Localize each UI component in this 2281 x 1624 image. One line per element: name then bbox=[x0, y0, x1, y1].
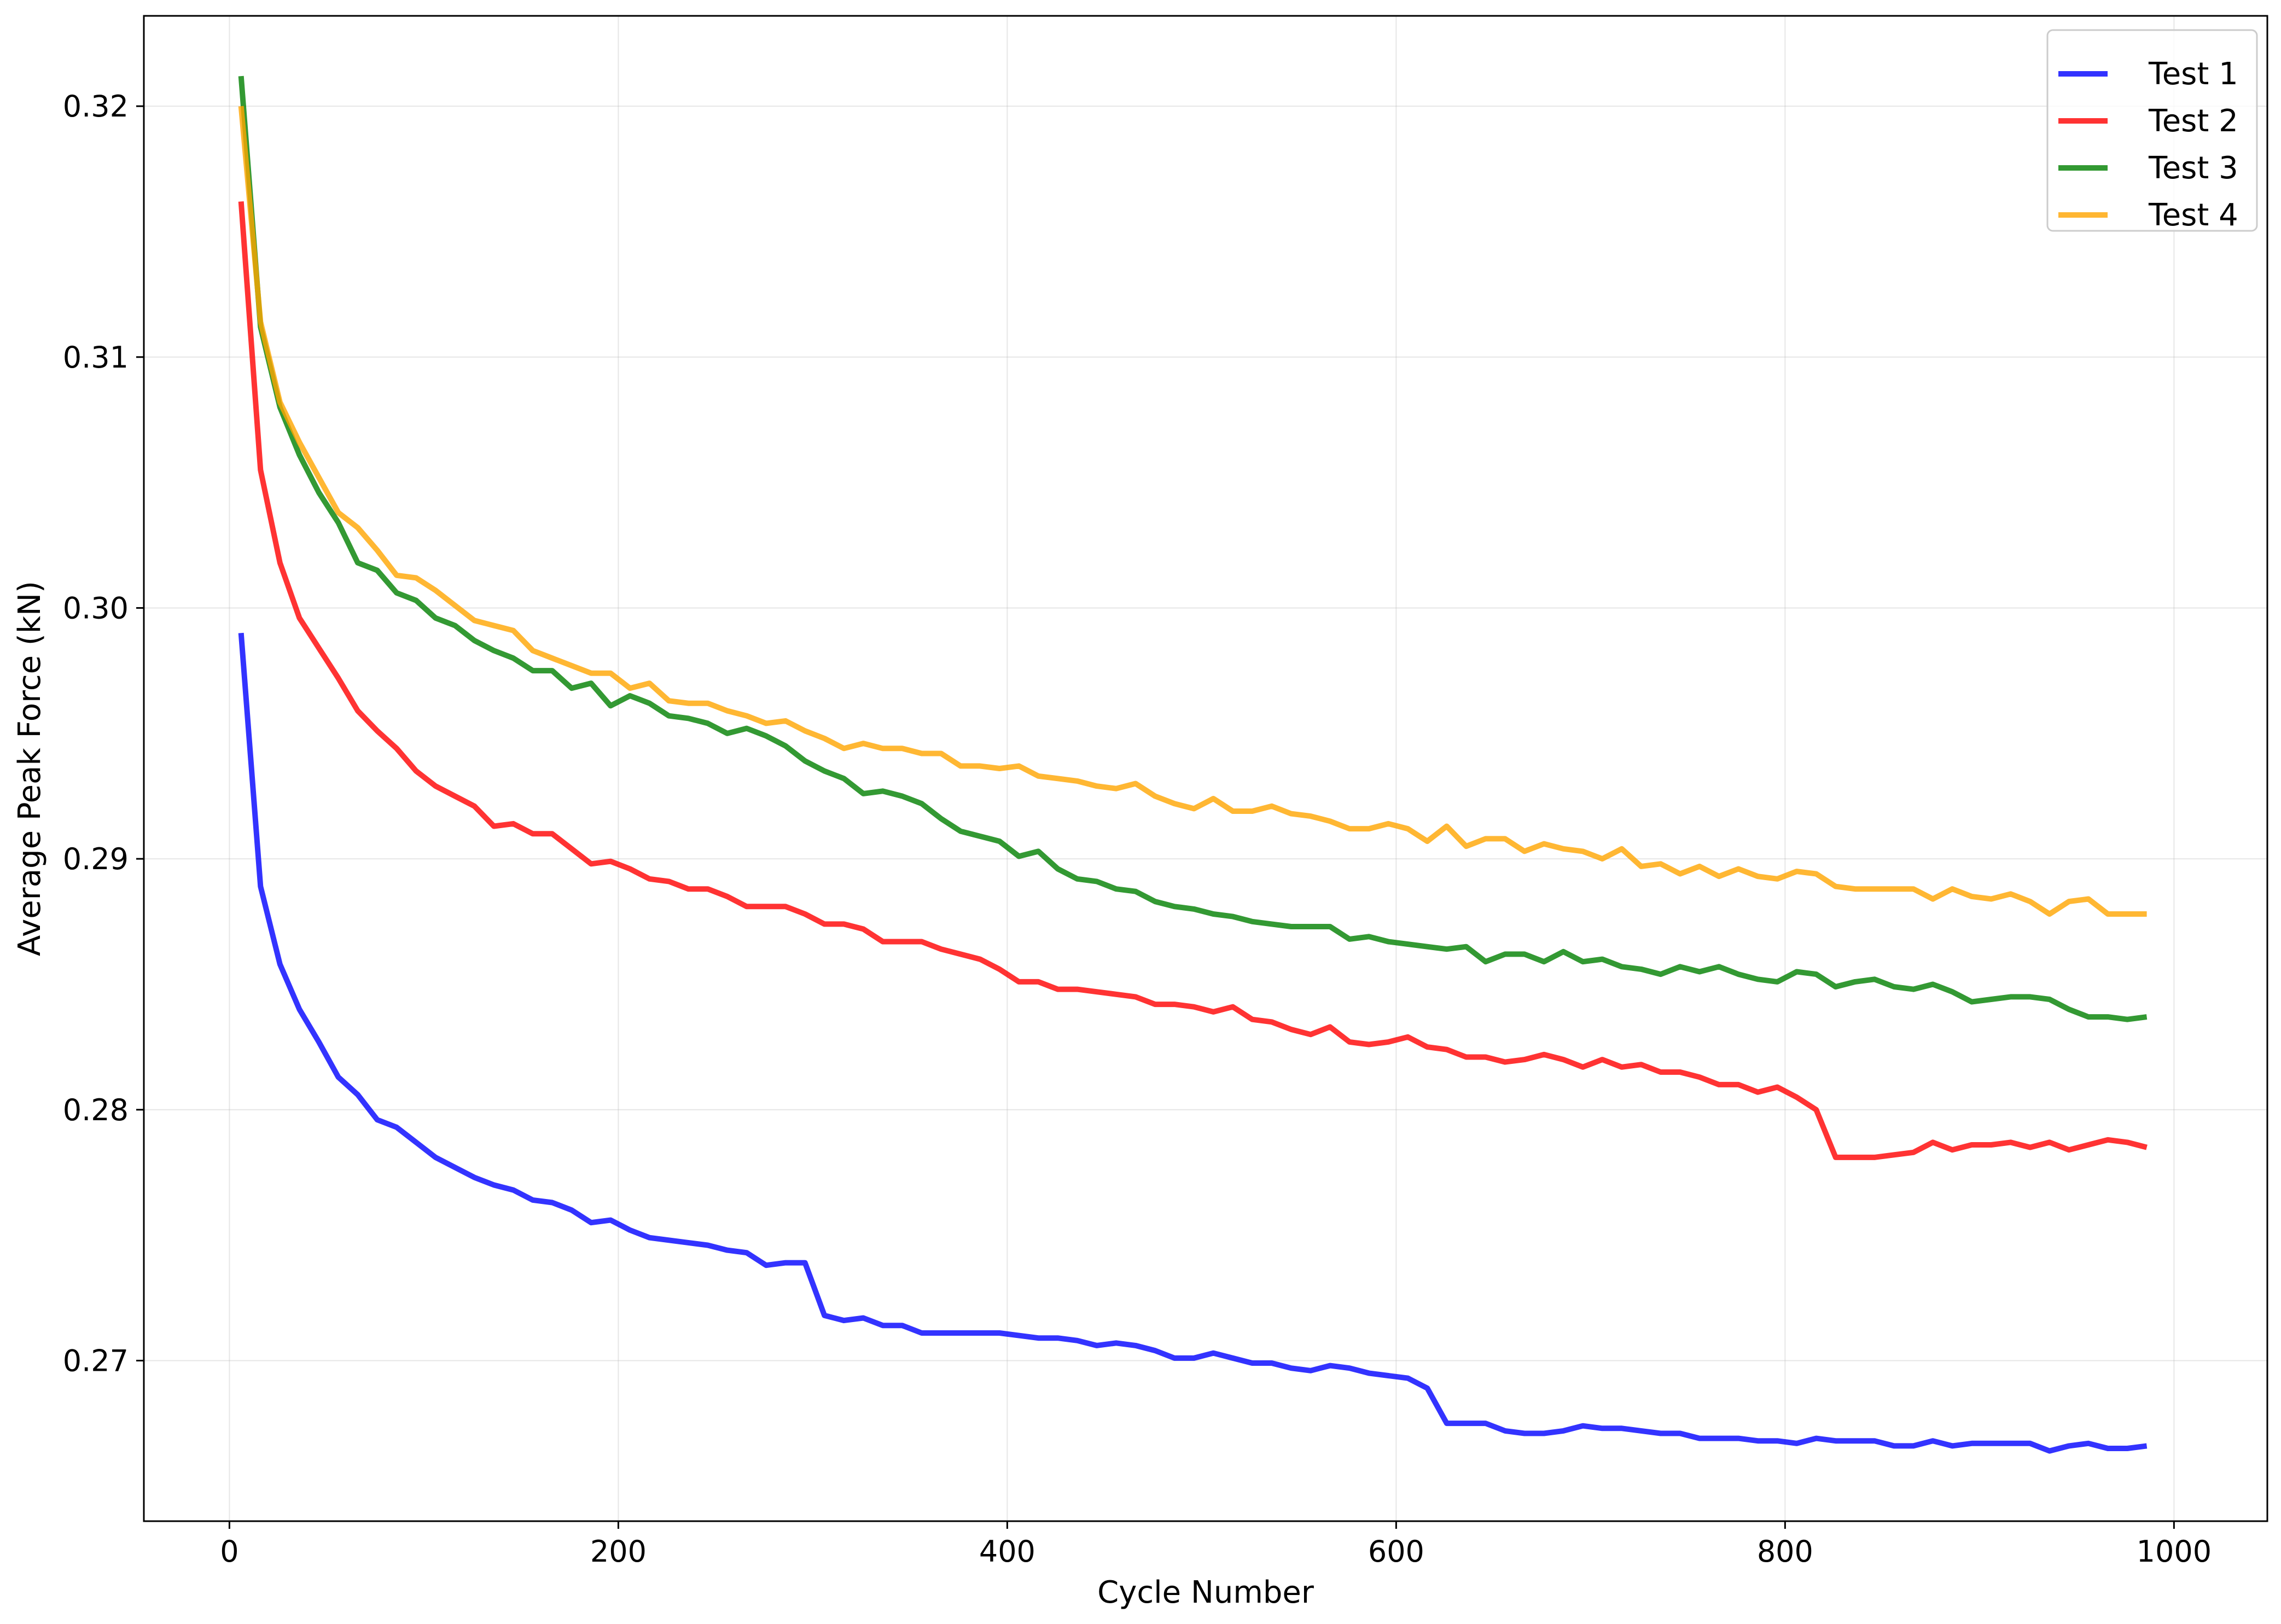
series-line-test-2 bbox=[238, 201, 2148, 1160]
y-tick-label: 0.30 bbox=[63, 591, 129, 625]
y-axis-title: Average Peak Force (kN) bbox=[12, 581, 48, 956]
y-tick-label: 0.28 bbox=[63, 1093, 129, 1127]
grid bbox=[144, 16, 2267, 1521]
x-tick-label: 1000 bbox=[2137, 1534, 2212, 1569]
series-line-test-1 bbox=[238, 632, 2148, 1454]
legend-label: Test 3 bbox=[2148, 150, 2238, 186]
y-tick-label: 0.29 bbox=[63, 842, 129, 876]
y-tick-label: 0.27 bbox=[63, 1343, 129, 1378]
x-axis: 0 200 400 600 800 1000 bbox=[220, 1521, 2212, 1569]
x-tick-label: 400 bbox=[979, 1534, 1035, 1569]
series-layer bbox=[238, 75, 2148, 1454]
legend-label: Test 1 bbox=[2148, 56, 2238, 92]
legend-label: Test 2 bbox=[2148, 103, 2238, 139]
legend-label: Test 4 bbox=[2148, 197, 2238, 233]
series-line-test-3 bbox=[238, 75, 2148, 1022]
plot-area-frame bbox=[143, 15, 2268, 1522]
x-tick-label: 200 bbox=[590, 1534, 647, 1569]
x-axis-title: Cycle Number bbox=[1097, 1575, 1314, 1610]
legend: Test 1 Test 2 Test 3 Test 4 bbox=[2046, 29, 2258, 233]
x-tick-label: 600 bbox=[1368, 1534, 1424, 1569]
x-tick-label: 0 bbox=[220, 1534, 238, 1569]
series-line-test-4 bbox=[238, 106, 2147, 917]
y-tick-label: 0.32 bbox=[63, 89, 129, 124]
y-tick-label: 0.31 bbox=[63, 340, 129, 375]
legend-box bbox=[2046, 29, 2258, 232]
y-axis: 0.27 0.28 0.29 0.30 0.31 0.32 bbox=[63, 89, 144, 1378]
x-tick-label: 800 bbox=[1757, 1534, 1813, 1569]
